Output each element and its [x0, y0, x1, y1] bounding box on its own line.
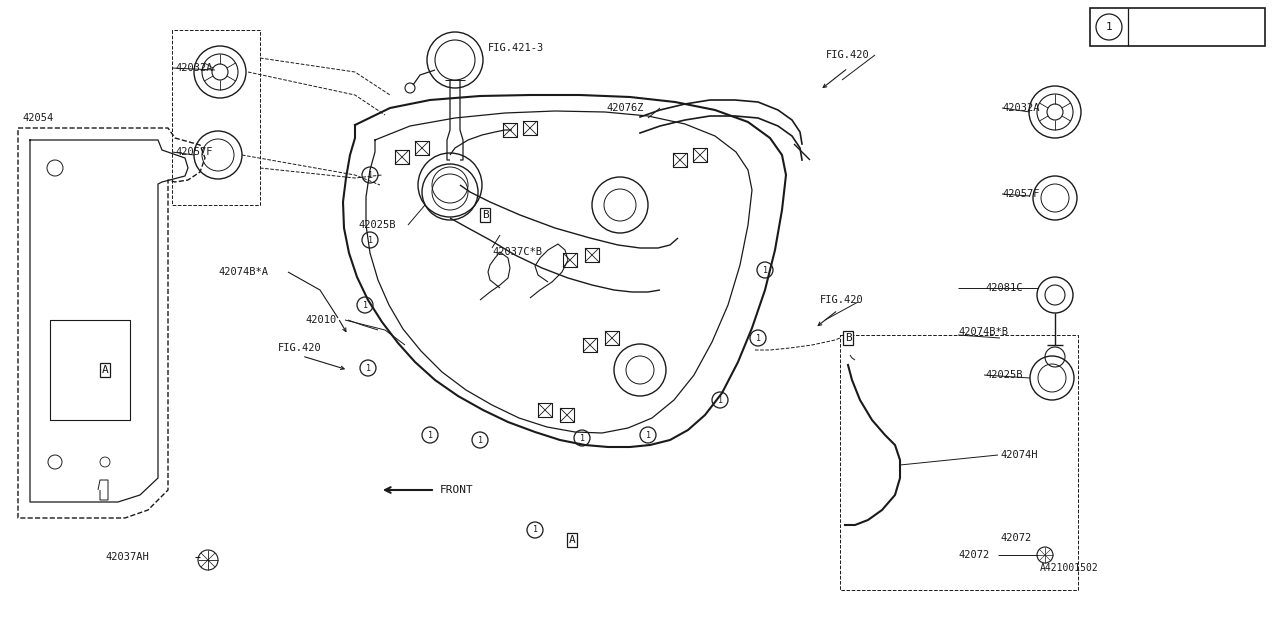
Text: 42072: 42072 — [1000, 533, 1032, 543]
Text: A: A — [101, 365, 109, 375]
Text: 42043J: 42043J — [1137, 22, 1185, 35]
Bar — [1091, 8, 1265, 46]
Text: 42074H: 42074H — [1000, 450, 1038, 460]
Text: 42037AH: 42037AH — [105, 552, 148, 562]
Text: 1: 1 — [718, 396, 722, 404]
Text: 42032A: 42032A — [1002, 103, 1039, 113]
Text: FRONT: FRONT — [440, 485, 474, 495]
Text: 42032A: 42032A — [175, 63, 212, 73]
Text: 1: 1 — [367, 170, 372, 179]
Text: FIG.420: FIG.420 — [820, 295, 864, 305]
Circle shape — [1096, 14, 1123, 40]
Text: 42081C: 42081C — [986, 283, 1023, 293]
Text: 42010: 42010 — [305, 315, 337, 325]
Text: 1: 1 — [580, 433, 585, 442]
Text: 42054: 42054 — [22, 113, 54, 123]
Text: 42025B: 42025B — [986, 370, 1023, 380]
Text: 1: 1 — [532, 525, 538, 534]
Text: 42025B: 42025B — [358, 220, 396, 230]
Text: 1: 1 — [645, 431, 650, 440]
Text: FIG.420: FIG.420 — [826, 50, 869, 60]
Text: 1: 1 — [477, 435, 483, 445]
Text: A: A — [568, 535, 576, 545]
Text: 42074B*B: 42074B*B — [957, 327, 1009, 337]
Text: 1: 1 — [367, 236, 372, 244]
Text: 1: 1 — [755, 333, 760, 342]
Text: 1: 1 — [428, 431, 433, 440]
Text: 42037C*B: 42037C*B — [492, 247, 541, 257]
Text: 1: 1 — [1106, 22, 1112, 32]
Text: 42072: 42072 — [957, 550, 989, 560]
Text: 1: 1 — [366, 364, 370, 372]
Text: 42076Z: 42076Z — [605, 103, 644, 113]
Text: B: B — [481, 210, 489, 220]
Text: FIG.420: FIG.420 — [278, 343, 321, 353]
Text: 1: 1 — [763, 266, 768, 275]
Text: 42074B*A: 42074B*A — [218, 267, 268, 277]
Text: B: B — [845, 333, 851, 343]
Text: FIG.421-3: FIG.421-3 — [488, 43, 544, 53]
Text: A421001502: A421001502 — [1039, 563, 1098, 573]
Text: 42057F: 42057F — [1002, 189, 1039, 199]
Text: 1: 1 — [362, 301, 367, 310]
Text: 42057F: 42057F — [175, 147, 212, 157]
